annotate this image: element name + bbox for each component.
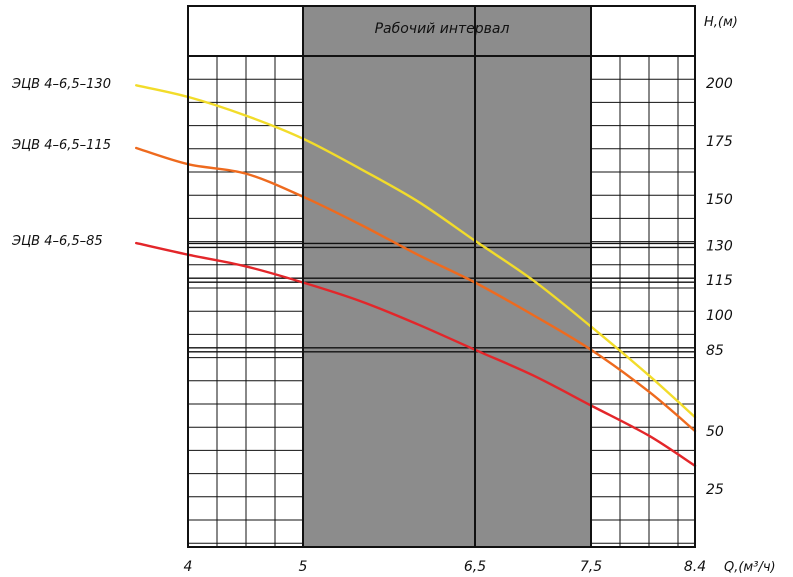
y-tick-label: 25 [706,482,724,498]
working-range-label: Рабочий интервал [375,21,510,37]
labels: Рабочий интервал H,(м) Q,(м³/ч) ЭЦВ 4–6,… [11,15,776,575]
outer-frame [187,5,696,548]
series-line [135,146,697,433]
series-lines [135,84,697,467]
x-tick-label: 5 [299,559,308,575]
working-range-fill [303,6,591,547]
x-tick-label: 8.4 [684,559,706,575]
y-tick-label: 100 [706,308,733,324]
y-axis-title: H,(м) [704,15,738,30]
y-tick-label: 200 [706,76,733,92]
x-axis-title: Q,(м³/ч) [724,560,776,575]
x-tick-label: 6,5 [464,559,486,575]
series-line [135,241,697,467]
y-tick-label: 115 [706,273,733,289]
y-tick-label: 50 [706,424,724,440]
series-label: ЭЦВ 4–6,5–85 [11,234,103,249]
y-tick-label: 150 [706,192,733,208]
series-line [135,84,697,419]
x-tick-label: 4 [184,559,193,575]
x-tick-label: 7,5 [580,559,602,575]
y-tick-label: 175 [706,134,733,150]
series-label: ЭЦВ 4–6,5–115 [11,138,111,153]
plot-frame [187,5,696,548]
series-label: ЭЦВ 4–6,5–130 [11,77,111,92]
y-tick-label: 130 [706,238,733,254]
working-range-band [303,6,591,547]
reference-lines [188,242,695,353]
y-tick-label: 85 [706,343,724,359]
